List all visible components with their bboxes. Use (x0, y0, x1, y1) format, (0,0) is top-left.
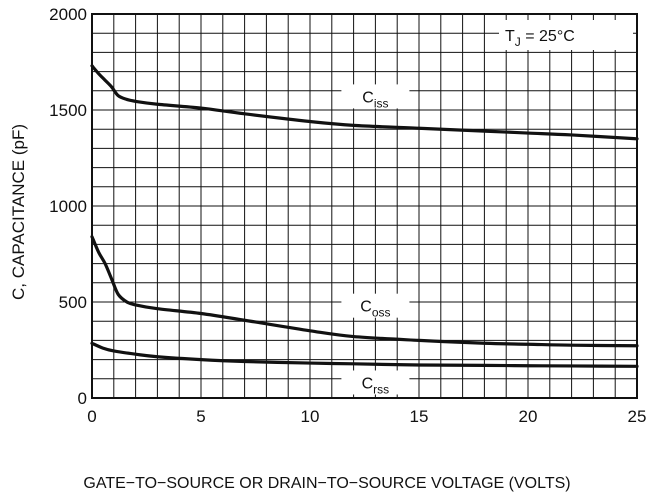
grid (92, 14, 637, 398)
curve-label-background (341, 293, 410, 318)
curve-label-coss: Coss (341, 293, 410, 320)
annotation-text: TJ = 25°C (505, 28, 575, 49)
series-line-coss (90, 235, 639, 348)
x-tick-label: 10 (301, 407, 320, 426)
curve-label-crss: Crss (341, 370, 410, 396)
y-axis-label: C, CAPACITANCE (pF) (9, 124, 28, 300)
y-tick-label: 0 (78, 389, 87, 408)
y-tick-label: 1000 (49, 197, 87, 216)
plot-frame (91, 13, 638, 399)
curve-label-text: Crss (362, 375, 390, 396)
curve-label-ciss: Ciss (341, 84, 410, 110)
curves (90, 64, 639, 368)
curve-label-text: Ciss (362, 89, 388, 110)
x-tick-label: 0 (87, 407, 96, 426)
tick-labels: 0 5 10 15 20 25 0 500 1000 1500 2000 (49, 5, 646, 426)
series-line-ciss (90, 64, 639, 141)
curve-label-background (341, 84, 410, 109)
series-line-crss (90, 341, 639, 368)
y-tick-label: 500 (59, 293, 87, 312)
curve-labels: Ciss Coss Crss (341, 84, 410, 396)
temperature-annotation: TJ = 25°C (499, 20, 633, 50)
y-tick-label: 1500 (49, 101, 87, 120)
x-tick-label: 15 (410, 407, 429, 426)
x-tick-label: 25 (628, 407, 647, 426)
annotation-background (499, 20, 633, 50)
curve-label-text: Coss (360, 299, 390, 320)
x-tick-label: 20 (519, 407, 538, 426)
x-tick-label: 5 (196, 407, 205, 426)
x-axis-label: GATE−TO−SOURCE OR DRAIN−TO−SOURCE VOLTAG… (83, 475, 570, 492)
curve-label-background (341, 370, 410, 395)
y-tick-label: 2000 (49, 5, 87, 24)
